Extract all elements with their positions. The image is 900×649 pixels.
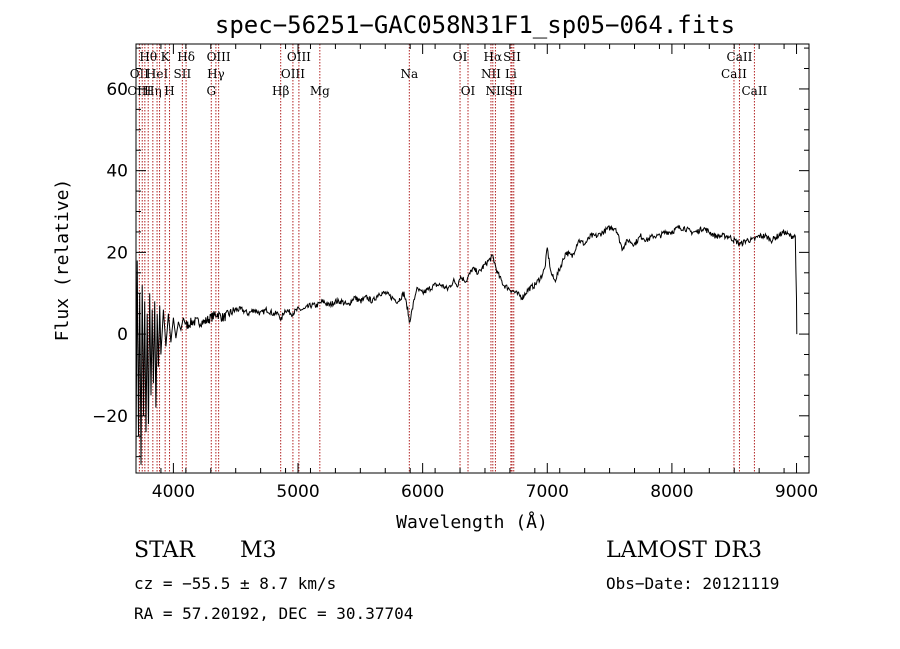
- marker-label: Hα: [484, 50, 503, 64]
- survey-name: LAMOST DR3: [606, 538, 762, 563]
- y-tick-label: 20: [106, 243, 128, 263]
- flux-series-line: [135, 224, 798, 465]
- marker-label: Hθ: [139, 50, 157, 64]
- marker-label: OIII: [287, 50, 311, 64]
- marker-label: Hγ: [207, 67, 225, 81]
- marker-label: OIII: [127, 84, 151, 98]
- observation-date: Obs−Date: 20121119: [606, 574, 780, 593]
- y-tick-label: 60: [106, 80, 128, 100]
- plot-frame: [135, 43, 810, 474]
- marker-label: HeI: [146, 67, 169, 81]
- marker-label: OI: [453, 50, 468, 64]
- marker-label: Na: [400, 67, 418, 81]
- line-markers: OIIOIIIHθHηHeIKHSIIHδGHγOIIIHβOIIIOIIIMg…: [127, 44, 768, 473]
- object-class: STAR: [134, 538, 195, 563]
- x-tick-label: 7000: [526, 482, 569, 502]
- axis-ticks: [135, 44, 810, 473]
- marker-label: NII: [485, 84, 505, 98]
- axis-tick-labels: 4000 5000 6000 7000 8000 9000 −20 0 20 40 60: [92, 80, 818, 502]
- marker-label: Hη: [144, 84, 162, 98]
- sky-coordinates: RA = 57.20192, DEC = 30.37704: [134, 604, 414, 623]
- marker-label: SII: [174, 67, 192, 81]
- marker-label: G: [206, 84, 216, 98]
- marker-label: Li: [505, 67, 517, 81]
- marker-label: H: [164, 84, 174, 98]
- y-tick-label: 0: [117, 325, 128, 345]
- chart-title: spec−56251−GAC058N31F1_sp05−064.fits: [215, 11, 735, 39]
- marker-label: CaII: [721, 67, 747, 81]
- object-subclass: M3: [240, 538, 277, 563]
- marker-label: CaII: [741, 84, 767, 98]
- x-tick-label: 9000: [775, 482, 818, 502]
- marker-label: Mg: [310, 84, 330, 98]
- y-axis-label: Flux (relative): [52, 179, 73, 342]
- marker-label: CaII: [727, 50, 753, 64]
- marker-label: OIII: [281, 67, 305, 81]
- x-tick-label: 4000: [152, 482, 195, 502]
- marker-label: OI: [461, 84, 476, 98]
- x-tick-label: 5000: [276, 482, 319, 502]
- marker-label: Hδ: [177, 50, 195, 64]
- y-tick-label: −20: [92, 407, 128, 427]
- y-tick-label: 40: [106, 162, 128, 182]
- marker-label: SII: [505, 84, 523, 98]
- x-tick-label: 6000: [401, 482, 444, 502]
- marker-label: OIII: [207, 50, 231, 64]
- marker-label: Hβ: [272, 84, 289, 98]
- x-axis-label: Wavelength (Å): [396, 511, 548, 533]
- marker-label: SII: [503, 50, 521, 64]
- marker-label: K: [161, 50, 171, 64]
- redshift-value: cz = −55.5 ± 8.7 km/s: [134, 574, 337, 593]
- marker-label: NII: [481, 67, 501, 81]
- x-tick-label: 8000: [650, 482, 693, 502]
